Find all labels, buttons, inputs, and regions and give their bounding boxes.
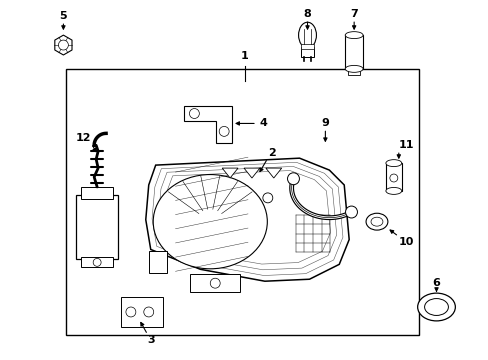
Bar [347,69,359,75]
Polygon shape [222,168,238,178]
Ellipse shape [417,293,454,321]
Ellipse shape [298,22,316,48]
Ellipse shape [424,298,447,315]
Ellipse shape [345,66,362,72]
Circle shape [126,307,136,317]
Ellipse shape [385,159,401,167]
Polygon shape [55,35,72,55]
Circle shape [287,173,299,185]
Text: 3: 3 [147,335,155,345]
Bar [81,257,113,267]
Bar [76,195,118,260]
Polygon shape [265,168,281,178]
Circle shape [263,193,272,203]
Text: 12: 12 [76,133,91,143]
Text: 4: 4 [259,118,267,129]
Ellipse shape [153,175,267,269]
Circle shape [345,206,357,218]
Bar [300,44,314,49]
Ellipse shape [385,188,401,194]
Bar [121,297,163,327]
Polygon shape [145,158,348,281]
Bar [345,35,362,69]
Circle shape [59,40,68,50]
Circle shape [219,126,229,136]
Text: 2: 2 [267,148,275,158]
Text: 10: 10 [398,237,413,247]
Text: 6: 6 [432,278,440,288]
Text: 5: 5 [60,11,67,21]
Text: 8: 8 [303,9,311,19]
Text: 9: 9 [321,118,328,129]
Polygon shape [184,105,232,143]
Ellipse shape [370,217,382,226]
Bar [148,251,166,273]
Bar [190,274,240,292]
Polygon shape [244,168,259,178]
Ellipse shape [366,213,387,230]
Text: 11: 11 [398,140,413,150]
Bar [385,163,401,191]
Circle shape [93,258,101,266]
Circle shape [189,109,199,118]
Text: 7: 7 [349,9,357,19]
Circle shape [210,278,220,288]
Bar [81,187,113,199]
Bar [300,47,314,57]
Ellipse shape [345,32,362,39]
Bar [66,69,418,335]
Ellipse shape [389,174,397,182]
Circle shape [143,307,153,317]
Text: 1: 1 [241,51,248,61]
